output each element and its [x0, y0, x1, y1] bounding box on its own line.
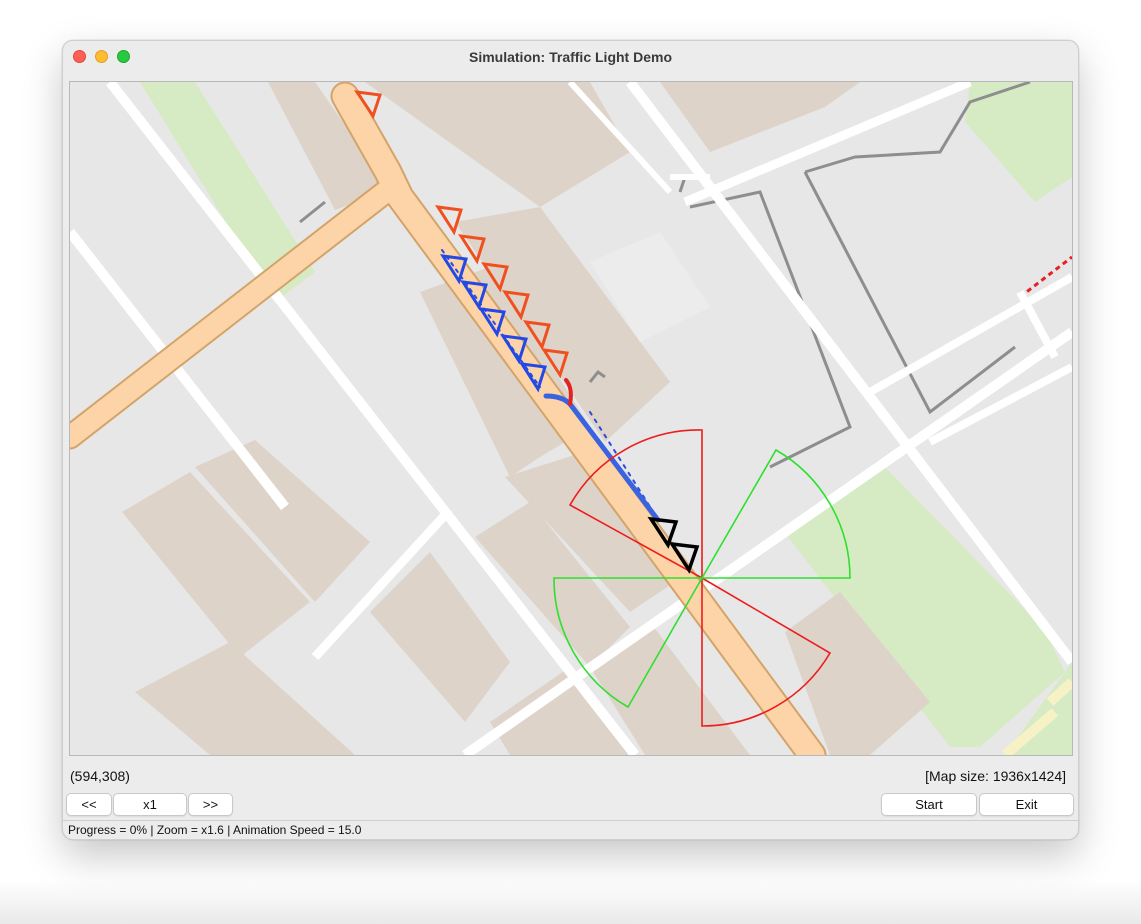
red-signal-sector — [568, 429, 832, 727]
status-bar: Progress = 0% | Zoom = x1.6 | Animation … — [63, 820, 1078, 839]
simulation-map[interactable] — [69, 81, 1073, 756]
orange-agents[interactable] — [353, 90, 569, 379]
maximize-window-icon[interactable] — [117, 50, 130, 63]
window-title: Simulation: Traffic Light Demo — [468, 49, 672, 65]
close-window-icon[interactable] — [73, 50, 86, 63]
green-signal-sector — [553, 448, 851, 709]
minimize-window-icon[interactable] — [95, 50, 108, 63]
fast-forward-button[interactable]: >> — [188, 793, 233, 816]
blue-agents[interactable] — [440, 254, 547, 393]
start-button[interactable]: Start — [881, 793, 977, 816]
map-size-label: [Map size: 1936x1424] — [925, 768, 1066, 784]
plaza-area — [590, 232, 710, 342]
simulation-window: Simulation: Traffic Light Demo — [62, 40, 1079, 840]
cursor-coordinates: (594,308) — [70, 768, 130, 784]
status-text: Progress = 0% | Zoom = x1.6 | Animation … — [68, 823, 362, 837]
main-road[interactable] — [70, 82, 827, 755]
building-blocks — [122, 82, 930, 755]
street-network — [70, 82, 1072, 755]
map-canvas[interactable] — [70, 82, 1072, 755]
speed-button[interactable]: x1 — [113, 793, 187, 816]
park-areas — [140, 82, 1072, 755]
title-bar[interactable]: Simulation: Traffic Light Demo — [63, 41, 1078, 73]
exit-button[interactable]: Exit — [979, 793, 1074, 816]
rewind-button[interactable]: << — [66, 793, 112, 816]
black-agents[interactable] — [647, 516, 700, 574]
